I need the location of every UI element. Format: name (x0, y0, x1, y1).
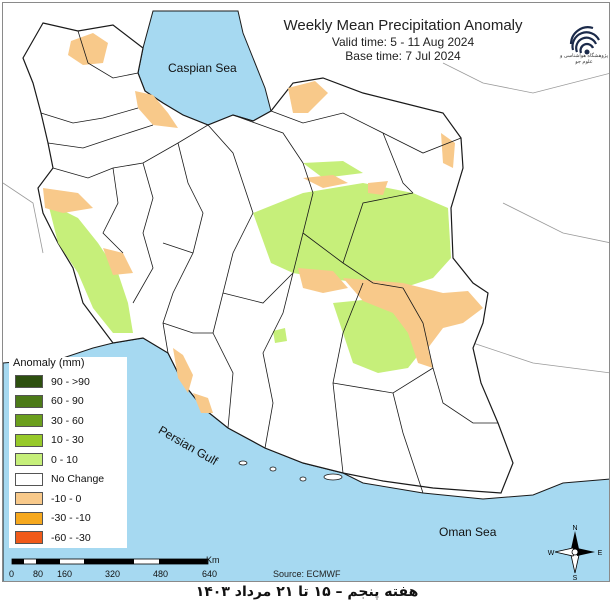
legend-label: 0 - 10 (51, 453, 78, 466)
province-borders (40, 30, 498, 494)
scale-tick: 640 (202, 569, 218, 579)
gulf-islands (238, 460, 343, 482)
legend-label: -30 - -10 (51, 512, 91, 525)
neighbor-borders (3, 62, 609, 374)
compass-e: E (598, 550, 603, 557)
legend-swatch (15, 453, 43, 467)
scale-tick: 0 (9, 569, 15, 579)
legend-label: No Change (51, 473, 105, 486)
title-block: Weekly Mean Precipitation Anomaly Valid … (253, 17, 553, 63)
legend-swatch (15, 472, 43, 486)
map-canvas (3, 10, 609, 581)
scale-tick: 480 (153, 569, 169, 579)
scale-tick: 320 (105, 569, 121, 579)
caption: هفته پنجم – ۱۵ تا ۲۱ مرداد ۱۴۰۳ (195, 584, 419, 600)
legend-item: 10 - 30 (9, 431, 127, 451)
legend-label: 30 - 60 (51, 414, 84, 427)
scale-tick: 160 (57, 569, 73, 579)
compass-rose-icon: N S W E (548, 525, 603, 581)
compass-s: S (573, 575, 578, 581)
legend-items: 90 - >90 60 - 90 30 - 60 10 - 30 0 - 10 No Ch… (9, 372, 127, 548)
legend-label: 10 - 30 (51, 434, 84, 447)
compass-n: N (572, 525, 577, 532)
legend-item: 30 - 60 (9, 411, 127, 431)
legend-title: Anomaly (mm) (13, 357, 85, 369)
legend-label: 60 - 90 (51, 395, 84, 408)
legend-swatch (15, 394, 43, 408)
legend-swatch (15, 492, 43, 506)
legend-item: -60 - -30 (9, 528, 127, 548)
anomaly-light-orange (43, 33, 483, 413)
legend-swatch (15, 414, 43, 428)
legend-label: -10 - 0 (51, 492, 82, 505)
legend-swatch (15, 511, 43, 525)
logo-text: پژوهشگاه هواشناسی و علوم جو (560, 53, 608, 65)
legend-item: -10 - 0 (9, 489, 127, 509)
oman-sea-label: Oman Sea (439, 525, 497, 539)
legend-swatch (15, 531, 43, 545)
map-frame: Caspian Sea Persian Gulf Oman Sea Weekly… (2, 2, 610, 582)
scale-tick: 80 (33, 569, 44, 579)
legend-item: 60 - 90 (9, 392, 127, 412)
scale-bar: Km 0 80 160 320 480 640 (9, 555, 220, 581)
legend-swatch (15, 433, 43, 447)
base-time: Base time: 7 Jul 2024 (345, 49, 461, 63)
caspian-sea-label: Caspian Sea (168, 61, 237, 75)
legend-swatch (15, 375, 43, 389)
scale-bar-graphic (11, 558, 209, 565)
legend-item: No Change (9, 470, 127, 490)
legend-item: 0 - 10 (9, 450, 127, 470)
legend-item: -30 - -10 (9, 509, 127, 529)
legend-item: 90 - >90 (9, 372, 127, 392)
legend-label: -60 - -30 (51, 531, 91, 544)
valid-time: Valid time: 5 - 11 Aug 2024 (331, 35, 475, 49)
compass-w: W (548, 550, 555, 557)
scale-unit: Km (206, 555, 220, 565)
institute-logo-icon (569, 26, 600, 55)
source-credit: Source: ECMWF (273, 569, 341, 579)
anomaly-light-green (48, 161, 451, 373)
map-title: Weekly Mean Precipitation Anomaly (283, 17, 523, 34)
legend-label: 90 - >90 (51, 375, 90, 388)
legend: Anomaly (mm) 90 - >90 60 - 90 30 - 60 10 - … (9, 357, 127, 548)
